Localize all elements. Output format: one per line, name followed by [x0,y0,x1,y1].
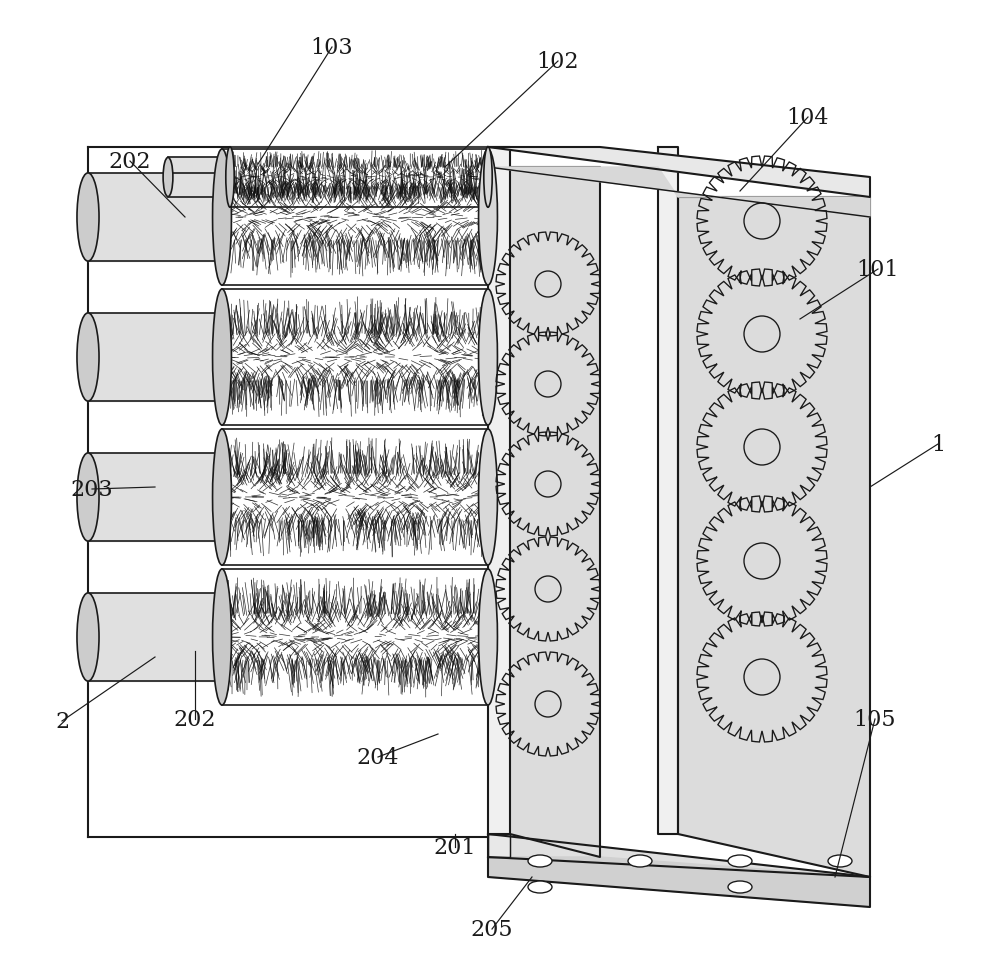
Polygon shape [168,158,230,198]
Text: 104: 104 [787,107,829,129]
Text: 205: 205 [471,918,513,940]
Polygon shape [222,568,488,706]
Polygon shape [88,174,222,262]
Ellipse shape [479,289,497,425]
Text: 204: 204 [357,746,399,768]
Ellipse shape [163,158,173,198]
Ellipse shape [479,569,497,705]
Ellipse shape [213,429,231,565]
Polygon shape [658,148,678,834]
Polygon shape [488,148,870,198]
Ellipse shape [528,881,552,893]
Polygon shape [230,147,488,208]
Ellipse shape [828,855,852,867]
Text: 202: 202 [109,151,151,173]
Polygon shape [488,168,870,218]
Ellipse shape [479,150,497,286]
Ellipse shape [728,855,752,867]
Text: 101: 101 [857,259,899,281]
Text: 103: 103 [311,37,353,59]
Polygon shape [488,834,870,907]
Ellipse shape [226,148,234,208]
Polygon shape [88,314,222,402]
Ellipse shape [479,429,497,565]
Polygon shape [222,428,488,566]
Ellipse shape [77,314,99,402]
Polygon shape [510,168,600,857]
Text: 203: 203 [71,478,113,501]
Ellipse shape [77,454,99,542]
Ellipse shape [77,594,99,682]
Polygon shape [488,148,510,834]
Polygon shape [222,289,488,426]
Ellipse shape [484,148,492,208]
Text: 105: 105 [854,708,896,731]
Text: 2: 2 [55,710,69,733]
Ellipse shape [728,881,752,893]
Polygon shape [488,834,510,857]
Ellipse shape [77,174,99,262]
Polygon shape [488,857,870,907]
Polygon shape [222,149,488,287]
Polygon shape [678,198,870,877]
Text: 102: 102 [537,51,579,73]
Ellipse shape [213,569,231,705]
Ellipse shape [213,150,231,286]
Ellipse shape [628,855,652,867]
Text: 1: 1 [931,433,945,456]
Polygon shape [88,454,222,542]
Ellipse shape [528,855,552,867]
Polygon shape [88,594,222,682]
Text: 201: 201 [434,836,476,858]
Text: 202: 202 [174,708,216,731]
Ellipse shape [213,289,231,425]
